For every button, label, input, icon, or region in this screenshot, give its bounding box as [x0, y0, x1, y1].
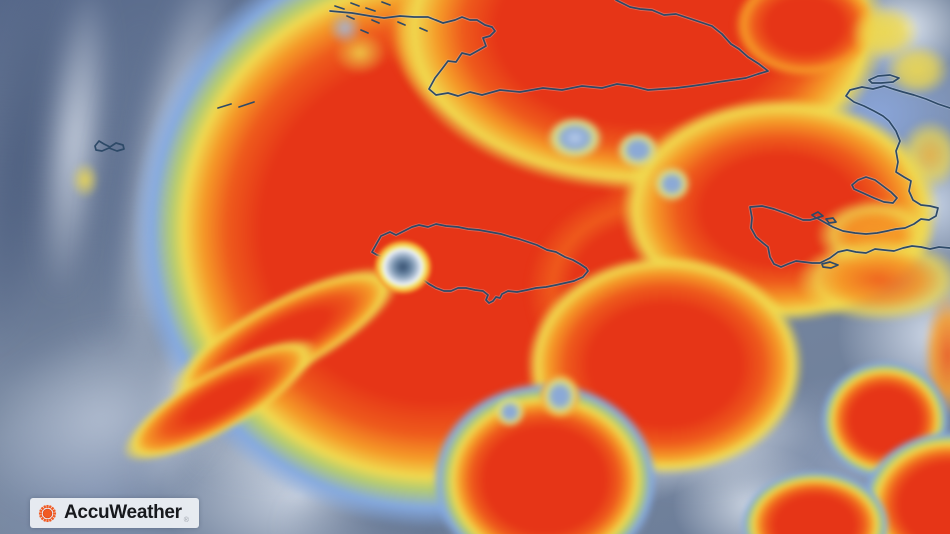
cayman-brac-little-cayman [217, 101, 255, 109]
haiti-coastline [749, 85, 950, 268]
accuweather-logo: AccuWeather ® [30, 498, 199, 528]
rain-blob-yellow [68, 158, 102, 202]
grand-cayman [94, 140, 125, 152]
cuba-coastline-halo [328, 0, 770, 98]
dry-slot-hole [494, 396, 526, 428]
dry-slot-hole [545, 115, 605, 161]
dry-slot-hole [652, 165, 692, 203]
cuba-coastline [329, 0, 769, 97]
dry-slot-hole [615, 130, 661, 170]
sun-icon [38, 504, 57, 522]
haiti-coastline-halo [748, 84, 950, 269]
hurricane-eye [372, 238, 434, 296]
dry-slot-hole [538, 372, 582, 420]
registered-mark: ® [183, 517, 189, 524]
brand-wordmark: AccuWeather [64, 502, 182, 523]
rain-blob-yellow [895, 115, 950, 195]
